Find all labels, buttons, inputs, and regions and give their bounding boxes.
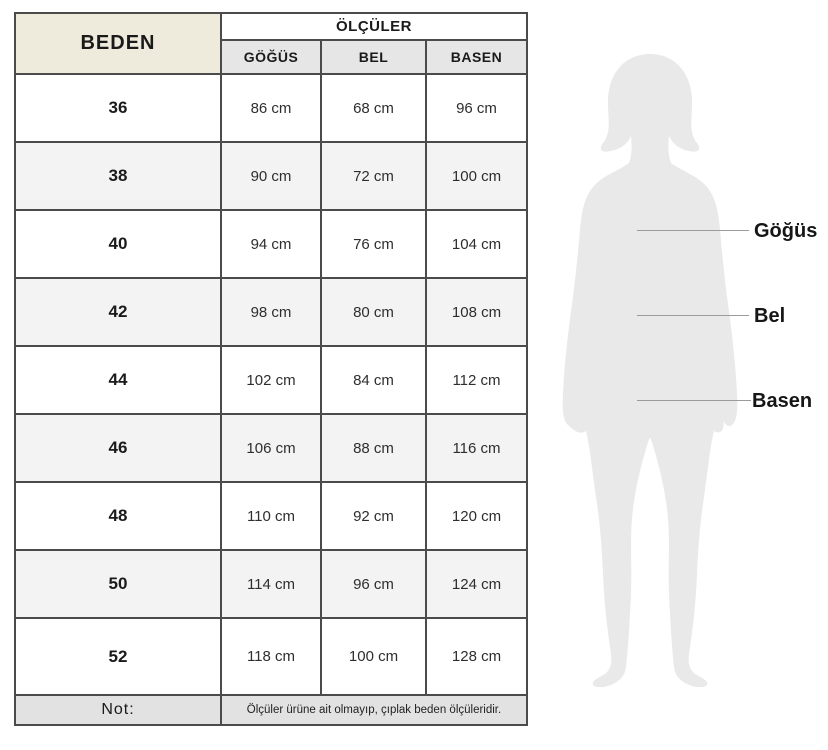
table-row: 36 86 cm 68 cm 96 cm <box>14 73 528 143</box>
waist-cell: 96 cm <box>320 549 427 619</box>
chest-cell: 106 cm <box>220 413 322 483</box>
note-row: Not: Ölçüler ürüne ait olmayıp, çıplak b… <box>14 694 528 726</box>
table-row: 48 110 cm 92 cm 120 cm <box>14 481 528 551</box>
waist-cell: 72 cm <box>320 141 427 211</box>
chest-label: Göğüs <box>754 220 818 242</box>
body-silhouette <box>548 50 748 695</box>
size-column-header: BEDEN <box>14 12 222 75</box>
size-cell: 46 <box>14 413 222 483</box>
chest-cell: 86 cm <box>220 73 322 143</box>
hip-cell: 104 cm <box>425 209 528 279</box>
waist-cell: 88 cm <box>320 413 427 483</box>
table-row: 46 106 cm 88 cm 116 cm <box>14 413 528 483</box>
size-cell: 36 <box>14 73 222 143</box>
chest-cell: 90 cm <box>220 141 322 211</box>
chest-cell: 94 cm <box>220 209 322 279</box>
hip-leader-line <box>637 400 751 401</box>
hip-cell: 112 cm <box>425 345 528 415</box>
note-text: Ölçüler ürüne ait olmayıp, çıplak beden … <box>220 694 528 726</box>
table-row: 52 118 cm 100 cm 128 cm <box>14 617 528 696</box>
hip-cell: 100 cm <box>425 141 528 211</box>
waist-label: Bel <box>754 305 786 327</box>
waist-cell: 84 cm <box>320 345 427 415</box>
hip-cell: 124 cm <box>425 549 528 619</box>
chest-cell: 118 cm <box>220 617 322 696</box>
chest-cell: 110 cm <box>220 481 322 551</box>
chest-leader-line <box>637 230 749 231</box>
table-row: 50 114 cm 96 cm 124 cm <box>14 549 528 619</box>
note-label: Not: <box>14 694 222 726</box>
table-row: 40 94 cm 76 cm 104 cm <box>14 209 528 279</box>
chest-cell: 102 cm <box>220 345 322 415</box>
waist-column-header: BEL <box>320 39 427 75</box>
size-cell: 52 <box>14 617 222 696</box>
table-row: 38 90 cm 72 cm 100 cm <box>14 141 528 211</box>
table-header-row: BEDEN ÖLÇÜLER <box>14 12 528 75</box>
chest-column-header: GÖĞÜS <box>220 39 322 75</box>
waist-cell: 100 cm <box>320 617 427 696</box>
chest-cell: 98 cm <box>220 277 322 347</box>
hip-cell: 120 cm <box>425 481 528 551</box>
hip-column-header: BASEN <box>425 39 528 75</box>
hip-cell: 108 cm <box>425 277 528 347</box>
size-cell: 40 <box>14 209 222 279</box>
waist-cell: 76 cm <box>320 209 427 279</box>
hip-cell: 116 cm <box>425 413 528 483</box>
size-cell: 38 <box>14 141 222 211</box>
chest-cell: 114 cm <box>220 549 322 619</box>
table-subheader-row: GÖĞÜS BEL BASEN <box>15 39 528 75</box>
size-table: BEDEN ÖLÇÜLER GÖĞÜS BEL BASEN 36 86 cm 6… <box>14 12 528 726</box>
female-figure-icon <box>562 54 738 688</box>
hip-label: Basen <box>752 390 813 412</box>
hip-cell: 128 cm <box>425 617 528 696</box>
size-cell: 50 <box>14 549 222 619</box>
size-cell: 42 <box>14 277 222 347</box>
size-cell: 44 <box>14 345 222 415</box>
table-row: 42 98 cm 80 cm 108 cm <box>14 277 528 347</box>
size-cell: 48 <box>14 481 222 551</box>
waist-leader-line <box>637 315 749 316</box>
waist-cell: 68 cm <box>320 73 427 143</box>
table-row: 44 102 cm 84 cm 112 cm <box>14 345 528 415</box>
hip-cell: 96 cm <box>425 73 528 143</box>
measures-header: ÖLÇÜLER <box>220 12 528 41</box>
waist-cell: 80 cm <box>320 277 427 347</box>
waist-cell: 92 cm <box>320 481 427 551</box>
